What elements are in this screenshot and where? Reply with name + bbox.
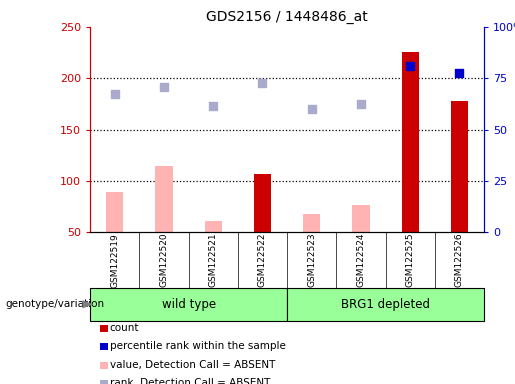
Text: GSM122521: GSM122521 bbox=[209, 233, 218, 288]
Text: GSM122523: GSM122523 bbox=[307, 233, 316, 288]
Text: rank, Detection Call = ABSENT: rank, Detection Call = ABSENT bbox=[110, 378, 270, 384]
Bar bbox=[254, 174, 271, 232]
Text: GSM122524: GSM122524 bbox=[356, 233, 366, 287]
Text: GSM122522: GSM122522 bbox=[258, 233, 267, 287]
Point bbox=[209, 103, 217, 109]
Title: GDS2156 / 1448486_at: GDS2156 / 1448486_at bbox=[206, 10, 368, 25]
Bar bbox=[451, 101, 468, 232]
Text: genotype/variation: genotype/variation bbox=[5, 299, 104, 310]
Point bbox=[357, 101, 365, 107]
Bar bbox=[303, 214, 320, 232]
Bar bbox=[287, 288, 484, 321]
Bar bbox=[204, 221, 222, 232]
Bar bbox=[90, 288, 287, 321]
Point bbox=[111, 91, 119, 97]
Bar bbox=[156, 166, 173, 232]
Point bbox=[406, 63, 415, 69]
Text: GSM122526: GSM122526 bbox=[455, 233, 464, 288]
Point bbox=[455, 70, 464, 76]
Polygon shape bbox=[82, 300, 94, 308]
Bar bbox=[402, 51, 419, 232]
Text: count: count bbox=[110, 323, 139, 333]
Text: GSM122519: GSM122519 bbox=[110, 233, 119, 288]
Text: GSM122520: GSM122520 bbox=[160, 233, 168, 288]
Text: BRG1 depleted: BRG1 depleted bbox=[341, 298, 430, 311]
Text: GSM122525: GSM122525 bbox=[406, 233, 415, 288]
Text: wild type: wild type bbox=[162, 298, 216, 311]
Point bbox=[160, 84, 168, 91]
Text: value, Detection Call = ABSENT: value, Detection Call = ABSENT bbox=[110, 360, 275, 370]
Point bbox=[259, 80, 267, 86]
Bar bbox=[352, 205, 370, 232]
Text: percentile rank within the sample: percentile rank within the sample bbox=[110, 341, 286, 351]
Point bbox=[307, 106, 316, 112]
Bar bbox=[106, 192, 124, 232]
